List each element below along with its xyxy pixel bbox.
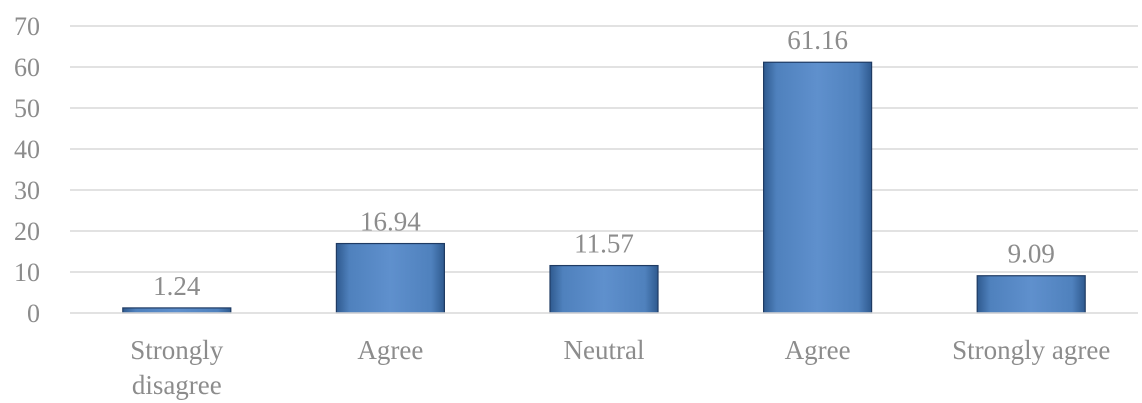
data-label: 9.09 bbox=[1008, 239, 1055, 269]
y-tick-label: 60 bbox=[14, 53, 40, 82]
x-category-label-line: disagree bbox=[132, 370, 222, 400]
bar bbox=[122, 307, 232, 314]
y-tick-label: 10 bbox=[14, 258, 40, 287]
bar bbox=[762, 61, 873, 314]
data-label: 61.16 bbox=[787, 25, 848, 55]
x-category-label-line: Neutral bbox=[564, 335, 645, 365]
bar bbox=[335, 242, 445, 314]
y-tick-label: 20 bbox=[14, 217, 40, 246]
x-category-label: Strongly disagree bbox=[130, 335, 224, 400]
y-axis-tick-labels: 0 10 20 30 40 50 60 70 bbox=[14, 12, 40, 328]
x-category-label: Agree bbox=[357, 335, 423, 365]
y-tick-label: 30 bbox=[14, 176, 40, 205]
data-labels: 1.24 16.94 11.57 61.16 9.09 bbox=[153, 25, 1055, 301]
data-label: 1.24 bbox=[153, 271, 201, 301]
x-category-label: Agree bbox=[785, 335, 851, 365]
data-label: 16.94 bbox=[360, 207, 421, 237]
bar bbox=[976, 275, 1086, 314]
gridlines bbox=[70, 25, 1138, 273]
x-category-label-line: Agree bbox=[785, 335, 851, 365]
data-label: 11.57 bbox=[574, 229, 634, 259]
y-tick-label: 70 bbox=[14, 12, 40, 41]
x-category-label: Neutral bbox=[564, 335, 645, 365]
x-category-label-line: Strongly agree bbox=[952, 335, 1110, 365]
y-tick-label: 50 bbox=[14, 94, 40, 123]
x-category-label-line: Agree bbox=[357, 335, 423, 365]
bars bbox=[122, 61, 1086, 314]
x-axis-category-labels: Strongly disagree Agree Neutral Agree Strongl… bbox=[130, 335, 1110, 400]
x-category-label-line: Strongly bbox=[130, 335, 224, 365]
y-tick-label: 0 bbox=[27, 299, 40, 328]
y-tick-label: 40 bbox=[14, 135, 40, 164]
x-category-label: Strongly agree bbox=[952, 335, 1110, 365]
bar bbox=[549, 264, 659, 314]
